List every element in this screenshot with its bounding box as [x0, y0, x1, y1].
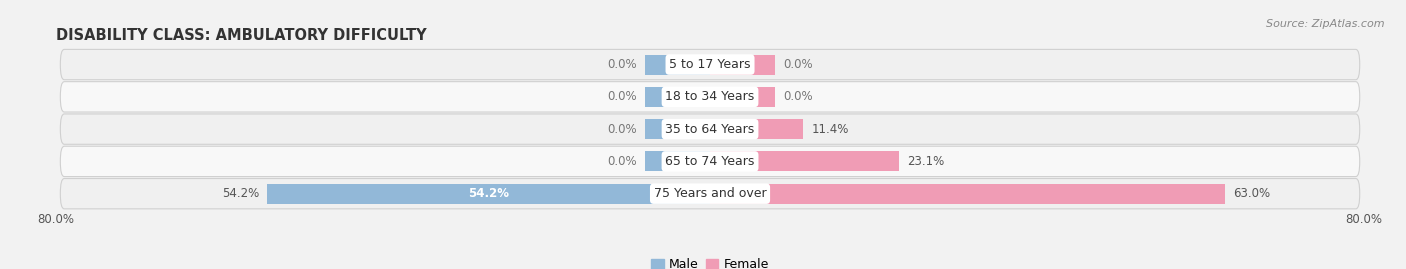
Text: 0.0%: 0.0% [607, 155, 637, 168]
Bar [644, 55, 710, 75]
Text: 63.0%: 63.0% [1233, 187, 1270, 200]
FancyBboxPatch shape [60, 179, 1360, 209]
Text: 18 to 34 Years: 18 to 34 Years [665, 90, 755, 103]
Text: 65 to 74 Years: 65 to 74 Years [665, 155, 755, 168]
Bar [644, 119, 710, 139]
FancyBboxPatch shape [60, 114, 1360, 144]
Text: 5 to 17 Years: 5 to 17 Years [669, 58, 751, 71]
Legend: Male, Female: Male, Female [647, 253, 773, 269]
Bar [644, 151, 710, 171]
Text: 0.0%: 0.0% [607, 58, 637, 71]
Text: 0.0%: 0.0% [607, 90, 637, 103]
Text: 11.4%: 11.4% [811, 123, 849, 136]
Bar [710, 184, 1225, 204]
Text: Source: ZipAtlas.com: Source: ZipAtlas.com [1267, 19, 1385, 29]
Text: 54.2%: 54.2% [222, 187, 259, 200]
Bar [710, 55, 776, 75]
Bar [710, 119, 803, 139]
FancyBboxPatch shape [60, 82, 1360, 112]
Text: DISABILITY CLASS: AMBULATORY DIFFICULTY: DISABILITY CLASS: AMBULATORY DIFFICULTY [56, 28, 427, 43]
Bar [710, 87, 776, 107]
Bar [710, 151, 898, 171]
Text: 35 to 64 Years: 35 to 64 Years [665, 123, 755, 136]
Text: 0.0%: 0.0% [783, 90, 813, 103]
Text: 0.0%: 0.0% [783, 58, 813, 71]
FancyBboxPatch shape [60, 146, 1360, 176]
Bar [644, 87, 710, 107]
Text: 54.2%: 54.2% [468, 187, 509, 200]
Bar [267, 184, 710, 204]
FancyBboxPatch shape [60, 49, 1360, 80]
Text: 23.1%: 23.1% [907, 155, 945, 168]
Text: 0.0%: 0.0% [607, 123, 637, 136]
Text: 75 Years and over: 75 Years and over [654, 187, 766, 200]
